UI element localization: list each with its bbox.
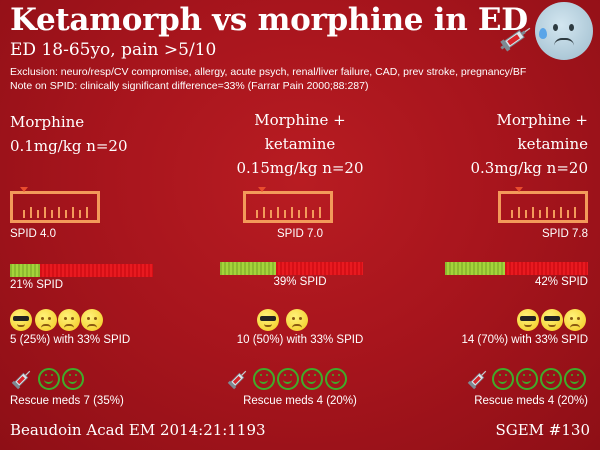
arm1-spid-bar <box>10 264 153 277</box>
arm2-rescue-label: Rescue meds 4 (20%) <box>243 395 357 407</box>
green-smiley-icon <box>564 368 586 390</box>
sad-emoji-icon <box>81 309 103 331</box>
arm3-spid-ruler <box>498 187 588 223</box>
arm2-spid-bar-fill <box>220 262 276 275</box>
exclusion-criteria: Exclusion: neuro/resp/CV compromise, all… <box>10 66 527 78</box>
page-subtitle: ED 18-65yo, pain >5/10 <box>10 40 217 60</box>
syringe-icon <box>227 370 247 390</box>
arm3-rescue-icons <box>466 367 594 391</box>
arm3-spid-label: SPID 7.8 <box>541 228 588 240</box>
arm1-title-line1: Morphine <box>10 113 85 131</box>
page-title: Ketamorph vs morphine in ED <box>10 2 528 38</box>
arm3-ruler-marker <box>515 187 523 192</box>
green-smiley-icon <box>62 368 84 390</box>
arm2-ruler-marker <box>258 187 266 192</box>
arm1-spid-pct-label: 21% SPID <box>10 279 64 291</box>
sunglasses-emoji-icon <box>541 309 563 331</box>
arm1-spid-label: SPID 4.0 <box>10 228 57 240</box>
green-smiley-icon <box>492 368 514 390</box>
citation: Beaudoin Acad EM 2014:21:1193 <box>10 421 266 439</box>
syringe-icon <box>500 27 531 52</box>
sad-emoji-icon <box>286 309 308 331</box>
green-smiley-icon <box>540 368 562 390</box>
arm3-title-line1: Morphine + <box>496 111 589 129</box>
green-smiley-icon <box>301 368 323 390</box>
sad-emoji-icon <box>58 309 80 331</box>
arm2-responders-label: 10 (50%) with 33% SPID <box>236 334 364 346</box>
arm3-responders-label: 14 (70%) with 33% SPID <box>461 334 588 346</box>
arm2-spid-bar-remainder <box>275 262 363 275</box>
arm1-rescue-label: Rescue meds 7 (35%) <box>10 395 124 407</box>
arm2-spid-pct-label: 39% SPID <box>273 276 327 288</box>
arm3-spid-pct-label: 42% SPID <box>534 276 588 288</box>
arm2-title-line1: Morphine + <box>254 111 346 129</box>
arm1-rescue-icons <box>10 367 90 391</box>
arm2-spid-bar <box>220 262 363 275</box>
cold-sweat-face-icon <box>535 2 593 60</box>
green-smiley-icon <box>253 368 275 390</box>
arm1-title-line2: 0.1mg/kg n=20 <box>10 137 128 155</box>
arm1-responders-emojis <box>10 309 110 333</box>
green-smiley-icon <box>277 368 299 390</box>
arm2-responders-emojis <box>257 309 317 333</box>
arm1-ruler-marker <box>20 187 28 192</box>
arm2-rescue-icons <box>226 367 356 391</box>
green-smiley-icon <box>38 368 60 390</box>
arm3-rescue-label: Rescue meds 4 (20%) <box>474 395 588 407</box>
arm2-title-line3: 0.15mg/kg n=20 <box>236 159 364 177</box>
syringe-icon <box>11 370 31 390</box>
arm1-responders-label: 5 (25%) with 33% SPID <box>10 334 131 346</box>
green-smiley-icon <box>516 368 538 390</box>
sunglasses-emoji-icon <box>517 309 539 331</box>
arm3-title-line2: ketamine <box>517 135 589 153</box>
sad-emoji-icon <box>35 309 57 331</box>
spid-note: Note on SPID: clinically significant dif… <box>10 80 369 92</box>
arm3-spid-bar-fill <box>445 262 506 275</box>
syringe-icon <box>467 370 487 390</box>
green-smiley-icon <box>325 368 347 390</box>
arm1-spid-bar-remainder <box>40 264 153 277</box>
sad-emoji-icon <box>564 309 586 331</box>
sgem-episode: SGEM #130 <box>495 421 590 439</box>
arm3-responders-emojis <box>517 309 592 333</box>
arm1-spid-ruler <box>10 187 100 223</box>
arm2-spid-label: SPID 7.0 <box>276 228 324 240</box>
arm3-title-line3: 0.3mg/kg n=20 <box>470 159 588 177</box>
arm1-spid-bar-fill <box>10 264 41 277</box>
arm3-spid-bar-remainder <box>505 262 588 275</box>
sunglasses-emoji-icon <box>10 309 32 331</box>
sunglasses-emoji-icon <box>257 309 279 331</box>
arm2-title-line2: ketamine <box>264 135 336 153</box>
arm3-spid-bar <box>445 262 588 275</box>
arm2-spid-ruler <box>243 187 333 223</box>
